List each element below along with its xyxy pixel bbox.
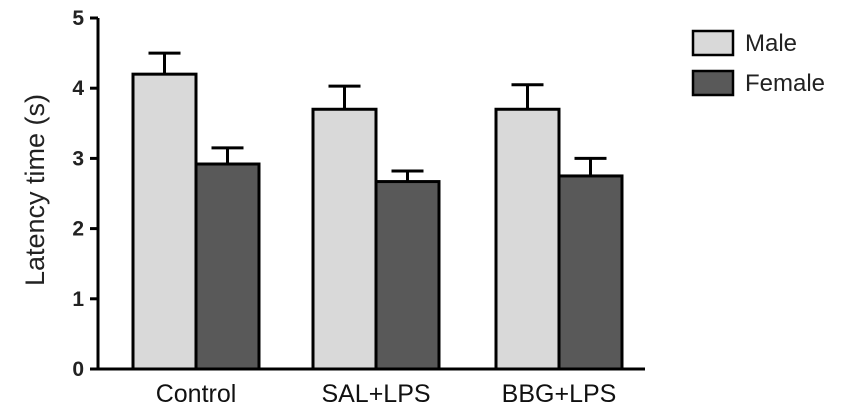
bar-male-bbg-lps bbox=[494, 107, 561, 371]
legend: Male Female bbox=[691, 29, 825, 97]
bar-female-sal-lps bbox=[374, 180, 441, 371]
plot-area bbox=[131, 51, 624, 371]
y-ticks: 0 1 2 3 4 5 bbox=[72, 7, 98, 381]
y-tick-label: 3 bbox=[72, 147, 84, 170]
axes: 0 1 2 3 4 5 Control SAL+LPS BBG+LPS Latency tim… bbox=[20, 7, 645, 408]
legend-swatch-male bbox=[691, 29, 735, 57]
y-tick-label: 5 bbox=[72, 7, 84, 30]
y-tick-label: 1 bbox=[72, 288, 84, 311]
x-tick-label: BBG+LPS bbox=[502, 380, 617, 408]
y-tick-label: 2 bbox=[72, 218, 84, 241]
x-ticks: Control SAL+LPS BBG+LPS bbox=[156, 380, 617, 408]
x-tick-label: SAL+LPS bbox=[321, 380, 430, 408]
legend-label-male: Male bbox=[745, 30, 797, 57]
bar-male-control bbox=[131, 72, 198, 371]
y-tick-label: 0 bbox=[72, 358, 84, 381]
y-axis-title: Latency time (s) bbox=[20, 94, 50, 286]
legend-label-female: Female bbox=[745, 70, 825, 97]
x-tick-label: Control bbox=[156, 380, 237, 408]
bar-male-sal-lps bbox=[311, 107, 378, 371]
y-tick-label: 4 bbox=[72, 77, 84, 100]
bar-female-bbg-lps bbox=[557, 174, 624, 371]
bar-female-control bbox=[194, 162, 261, 371]
legend-swatch-female bbox=[691, 69, 735, 97]
